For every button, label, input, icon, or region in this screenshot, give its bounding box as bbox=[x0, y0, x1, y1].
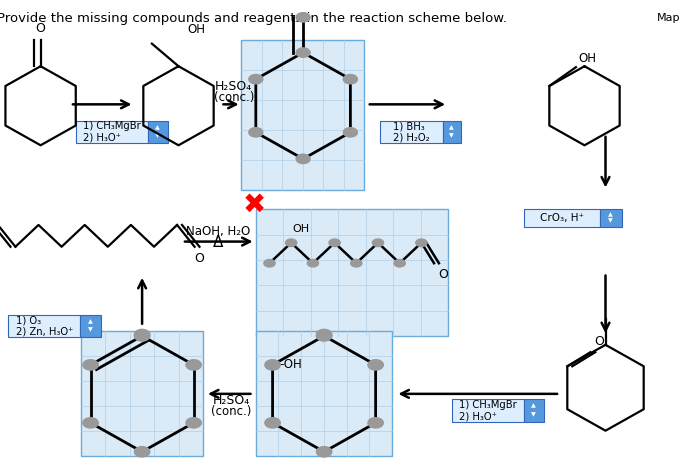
Text: ▼: ▼ bbox=[531, 412, 536, 417]
Circle shape bbox=[372, 239, 384, 246]
Text: Map: Map bbox=[657, 13, 680, 23]
Circle shape bbox=[296, 154, 310, 164]
Text: 1) CH₃MgBr
2) H₃O⁺: 1) CH₃MgBr 2) H₃O⁺ bbox=[458, 400, 517, 421]
Circle shape bbox=[329, 239, 340, 246]
Circle shape bbox=[264, 259, 275, 267]
Circle shape bbox=[316, 331, 332, 341]
Bar bbox=[443, 121, 461, 143]
Circle shape bbox=[134, 329, 150, 340]
Bar bbox=[80, 331, 203, 456]
Text: ▲: ▲ bbox=[608, 212, 613, 217]
Circle shape bbox=[296, 48, 310, 57]
Circle shape bbox=[83, 360, 98, 370]
Circle shape bbox=[134, 446, 150, 457]
Text: ▼: ▼ bbox=[155, 133, 160, 139]
Text: 1) CH₃MgBr
2) H₃O⁺: 1) CH₃MgBr 2) H₃O⁺ bbox=[83, 121, 141, 143]
Circle shape bbox=[316, 446, 332, 457]
Text: OH: OH bbox=[579, 52, 596, 65]
Circle shape bbox=[416, 239, 427, 246]
Bar bbox=[452, 399, 524, 422]
Circle shape bbox=[83, 418, 98, 428]
Text: ▼: ▼ bbox=[608, 219, 613, 223]
Text: H₂SO₄: H₂SO₄ bbox=[212, 394, 250, 407]
Text: OH: OH bbox=[187, 23, 205, 36]
Bar bbox=[600, 209, 622, 227]
Text: ▲: ▲ bbox=[155, 125, 160, 131]
Circle shape bbox=[316, 329, 332, 340]
Circle shape bbox=[248, 74, 262, 84]
Text: NaOH, H₂O: NaOH, H₂O bbox=[186, 225, 251, 238]
Text: ▲: ▲ bbox=[88, 320, 93, 325]
Text: O: O bbox=[36, 22, 46, 35]
Circle shape bbox=[394, 259, 405, 267]
Text: O: O bbox=[594, 336, 604, 348]
Text: ▼: ▼ bbox=[88, 328, 93, 333]
Text: ▼: ▼ bbox=[449, 133, 454, 139]
Text: ✖: ✖ bbox=[242, 190, 266, 219]
Text: 1) O₃
2) Zn, H₃O⁺: 1) O₃ 2) Zn, H₃O⁺ bbox=[15, 315, 73, 337]
Bar bbox=[256, 331, 392, 456]
Bar bbox=[524, 209, 600, 227]
Circle shape bbox=[134, 331, 150, 341]
Text: (conc.): (conc.) bbox=[211, 405, 251, 418]
Circle shape bbox=[344, 74, 358, 84]
Text: 1) BH₃
2) H₂O₂: 1) BH₃ 2) H₂O₂ bbox=[393, 121, 430, 143]
Circle shape bbox=[307, 259, 318, 267]
Text: O: O bbox=[194, 252, 204, 266]
Circle shape bbox=[265, 418, 280, 428]
Text: OH: OH bbox=[293, 224, 309, 235]
Bar bbox=[241, 40, 364, 190]
Circle shape bbox=[296, 13, 310, 22]
Bar bbox=[148, 121, 168, 143]
Circle shape bbox=[368, 418, 384, 428]
Circle shape bbox=[248, 128, 262, 137]
Bar bbox=[8, 315, 81, 337]
Circle shape bbox=[186, 418, 202, 428]
Circle shape bbox=[351, 259, 362, 267]
Circle shape bbox=[186, 360, 202, 370]
Text: -OH: -OH bbox=[279, 359, 302, 371]
Text: ▲: ▲ bbox=[449, 125, 454, 131]
Text: Δ: Δ bbox=[214, 235, 223, 250]
Circle shape bbox=[265, 360, 280, 370]
Circle shape bbox=[344, 128, 358, 137]
Circle shape bbox=[286, 239, 297, 246]
Circle shape bbox=[368, 360, 384, 370]
Text: (conc.): (conc.) bbox=[214, 91, 254, 104]
Bar bbox=[256, 209, 448, 336]
Text: H₂SO₄: H₂SO₄ bbox=[215, 80, 253, 94]
Text: CrO₃, H⁺: CrO₃, H⁺ bbox=[540, 212, 584, 223]
Bar bbox=[524, 399, 544, 422]
Text: Provide the missing compounds and reagents in the reaction scheme below.: Provide the missing compounds and reagen… bbox=[0, 12, 507, 25]
Bar bbox=[76, 121, 148, 143]
Text: ▲: ▲ bbox=[531, 404, 536, 409]
Bar bbox=[380, 121, 443, 143]
Bar bbox=[80, 315, 101, 337]
Text: O: O bbox=[438, 268, 448, 281]
